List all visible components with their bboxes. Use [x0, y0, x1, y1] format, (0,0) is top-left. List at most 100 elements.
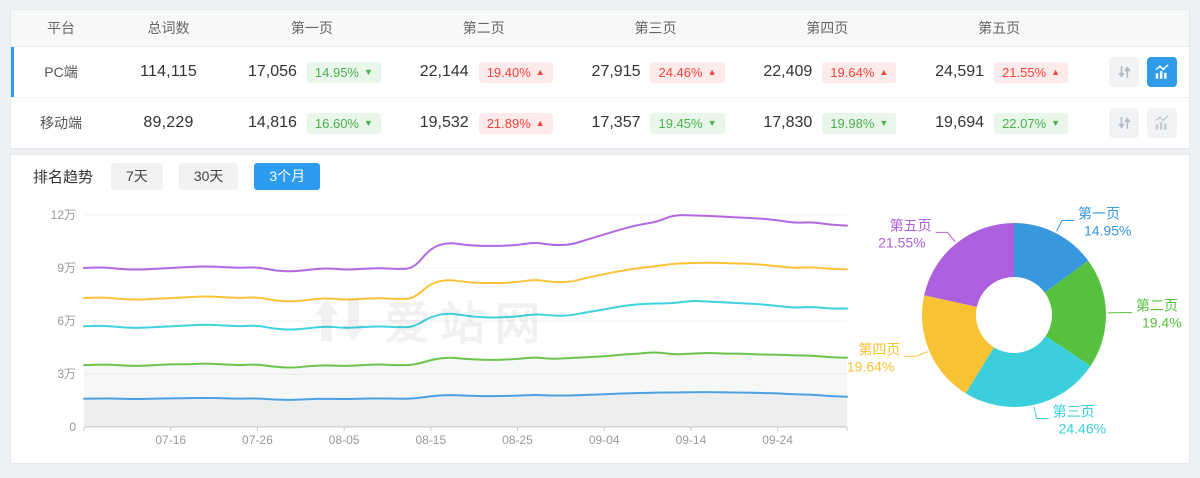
up-arrow-icon: ▲ — [536, 68, 545, 77]
trend-title: 排名趋势 — [33, 166, 93, 187]
chart-toggle-button[interactable] — [1147, 57, 1177, 87]
svg-text:6万: 6万 — [57, 314, 76, 328]
col-page3: 第三页 — [570, 18, 742, 38]
up-arrow-icon: ▲ — [708, 68, 717, 77]
svg-text:9万: 9万 — [57, 261, 76, 275]
change-badge: 21.55% ▲ — [994, 62, 1068, 83]
tab-3-months[interactable]: 3个月 — [254, 163, 320, 190]
down-arrow-icon: ▼ — [364, 68, 373, 77]
donut-label-第三页: 第三页 — [1053, 404, 1095, 420]
up-arrow-icon: ▲ — [879, 68, 888, 77]
svg-text:08-15: 08-15 — [415, 433, 446, 447]
svg-text:07-26: 07-26 — [242, 433, 273, 447]
change-badge: 19.40%▲ — [479, 62, 553, 83]
up-arrow-icon: ▲ — [1051, 68, 1060, 77]
donut-label-第一页: 第一页 — [1078, 205, 1120, 221]
table-header: 平台 总词数 第一页 第二页 第三页 第四页 第五页 — [11, 10, 1189, 47]
col-page1: 第一页 — [226, 18, 398, 38]
change-pct: 22.07% — [1002, 117, 1046, 130]
svg-text:09-24: 09-24 — [762, 433, 793, 447]
donut-pct-第五页: 21.55% — [878, 234, 925, 250]
change-pct: 24.46% — [658, 66, 702, 79]
donut-label-第二页: 第二页 — [1136, 298, 1178, 314]
down-arrow-icon: ▼ — [364, 119, 373, 128]
change-badge: 22.07% ▼ — [994, 113, 1068, 134]
change-badge: 19.45% ▼ — [650, 113, 724, 134]
row-actions — [1085, 108, 1189, 138]
donut-label-第五页: 第五页 — [890, 217, 932, 233]
donut-pct-第三页: 24.46% — [1059, 421, 1106, 437]
trend-header: 排名趋势 7天 30天 3个月 — [11, 155, 1189, 197]
page-count: 27,915 — [586, 63, 640, 81]
page-count: 17,830 — [758, 114, 812, 132]
change-badge: 19.64% ▲ — [822, 62, 896, 83]
svg-text:12万: 12万 — [51, 208, 76, 222]
donut-leader-line — [936, 232, 956, 241]
svg-text:0: 0 — [69, 420, 76, 434]
change-badge: 24.46% ▲ — [650, 62, 724, 83]
page-count: 19,694 — [930, 114, 984, 132]
change-pct: 19.98% — [830, 117, 874, 130]
page-count: 22,409 — [758, 63, 812, 81]
donut-label-第四页: 第四页 — [858, 341, 900, 357]
page-count: 19,532 — [415, 114, 469, 132]
page-2-cell: 22,144 19.40%▲ — [398, 62, 570, 83]
change-badge: 14.95% ▼ — [307, 62, 381, 83]
donut-segment-第五页 — [924, 223, 1014, 307]
col-platform: 平台 — [11, 18, 111, 38]
change-badge: 16.60%▼ — [307, 113, 381, 134]
up-arrow-icon: ▲ — [536, 119, 545, 128]
change-pct: 14.95% — [315, 66, 359, 79]
page-4-cell: 17,830 19.98% ▼ — [741, 113, 913, 134]
tab-7-days[interactable]: 7天 — [111, 163, 163, 190]
donut-pct-第二页: 19.4% — [1142, 315, 1182, 331]
change-pct: 19.45% — [658, 117, 702, 130]
donut-pct-第四页: 19.64% — [847, 358, 894, 374]
platform-label: 移动端 — [11, 113, 111, 133]
page-count: 14,816 — [243, 114, 297, 132]
svg-text:09-14: 09-14 — [676, 433, 707, 447]
page-1-cell: 14,816 16.60%▼ — [226, 113, 398, 134]
down-arrow-icon: ▼ — [879, 119, 888, 128]
donut-pct-第一页: 14.95% — [1084, 222, 1131, 238]
tab-30-days[interactable]: 30天 — [179, 163, 239, 190]
total-words-value: 114,115 — [111, 63, 226, 81]
page-5-cell: 24,591 21.55% ▲ — [913, 62, 1085, 83]
col-total-words: 总词数 — [111, 18, 226, 38]
page-3-cell: 27,915 24.46% ▲ — [570, 62, 742, 83]
page-count: 17,357 — [586, 114, 640, 132]
down-arrow-icon: ▼ — [708, 119, 717, 128]
change-pct: 21.55% — [1002, 66, 1046, 79]
chart-toggle-button[interactable] — [1147, 108, 1177, 138]
page-count: 24,591 — [930, 63, 984, 81]
change-badge: 21.89% ▲ — [479, 113, 553, 134]
svg-text:09-04: 09-04 — [589, 433, 620, 447]
page-count: 22,144 — [415, 63, 469, 81]
page-5-cell: 19,694 22.07% ▼ — [913, 113, 1085, 134]
donut-leader-line — [1057, 220, 1074, 231]
change-pct: 21.89% — [487, 117, 531, 130]
svg-text:08-05: 08-05 — [329, 433, 360, 447]
sort-button[interactable] — [1109, 57, 1139, 87]
donut-leader-line — [1034, 407, 1049, 419]
col-page4: 第四页 — [741, 18, 913, 38]
down-arrow-icon: ▼ — [1051, 119, 1060, 128]
row-actions — [1085, 57, 1189, 87]
platform-label: PC端 — [11, 62, 111, 82]
total-words-value: 89,229 — [111, 114, 226, 132]
page-4-cell: 22,409 19.64% ▲ — [741, 62, 913, 83]
sort-button[interactable] — [1109, 108, 1139, 138]
svg-text:3万: 3万 — [57, 367, 76, 381]
change-pct: 19.64% — [830, 66, 874, 79]
